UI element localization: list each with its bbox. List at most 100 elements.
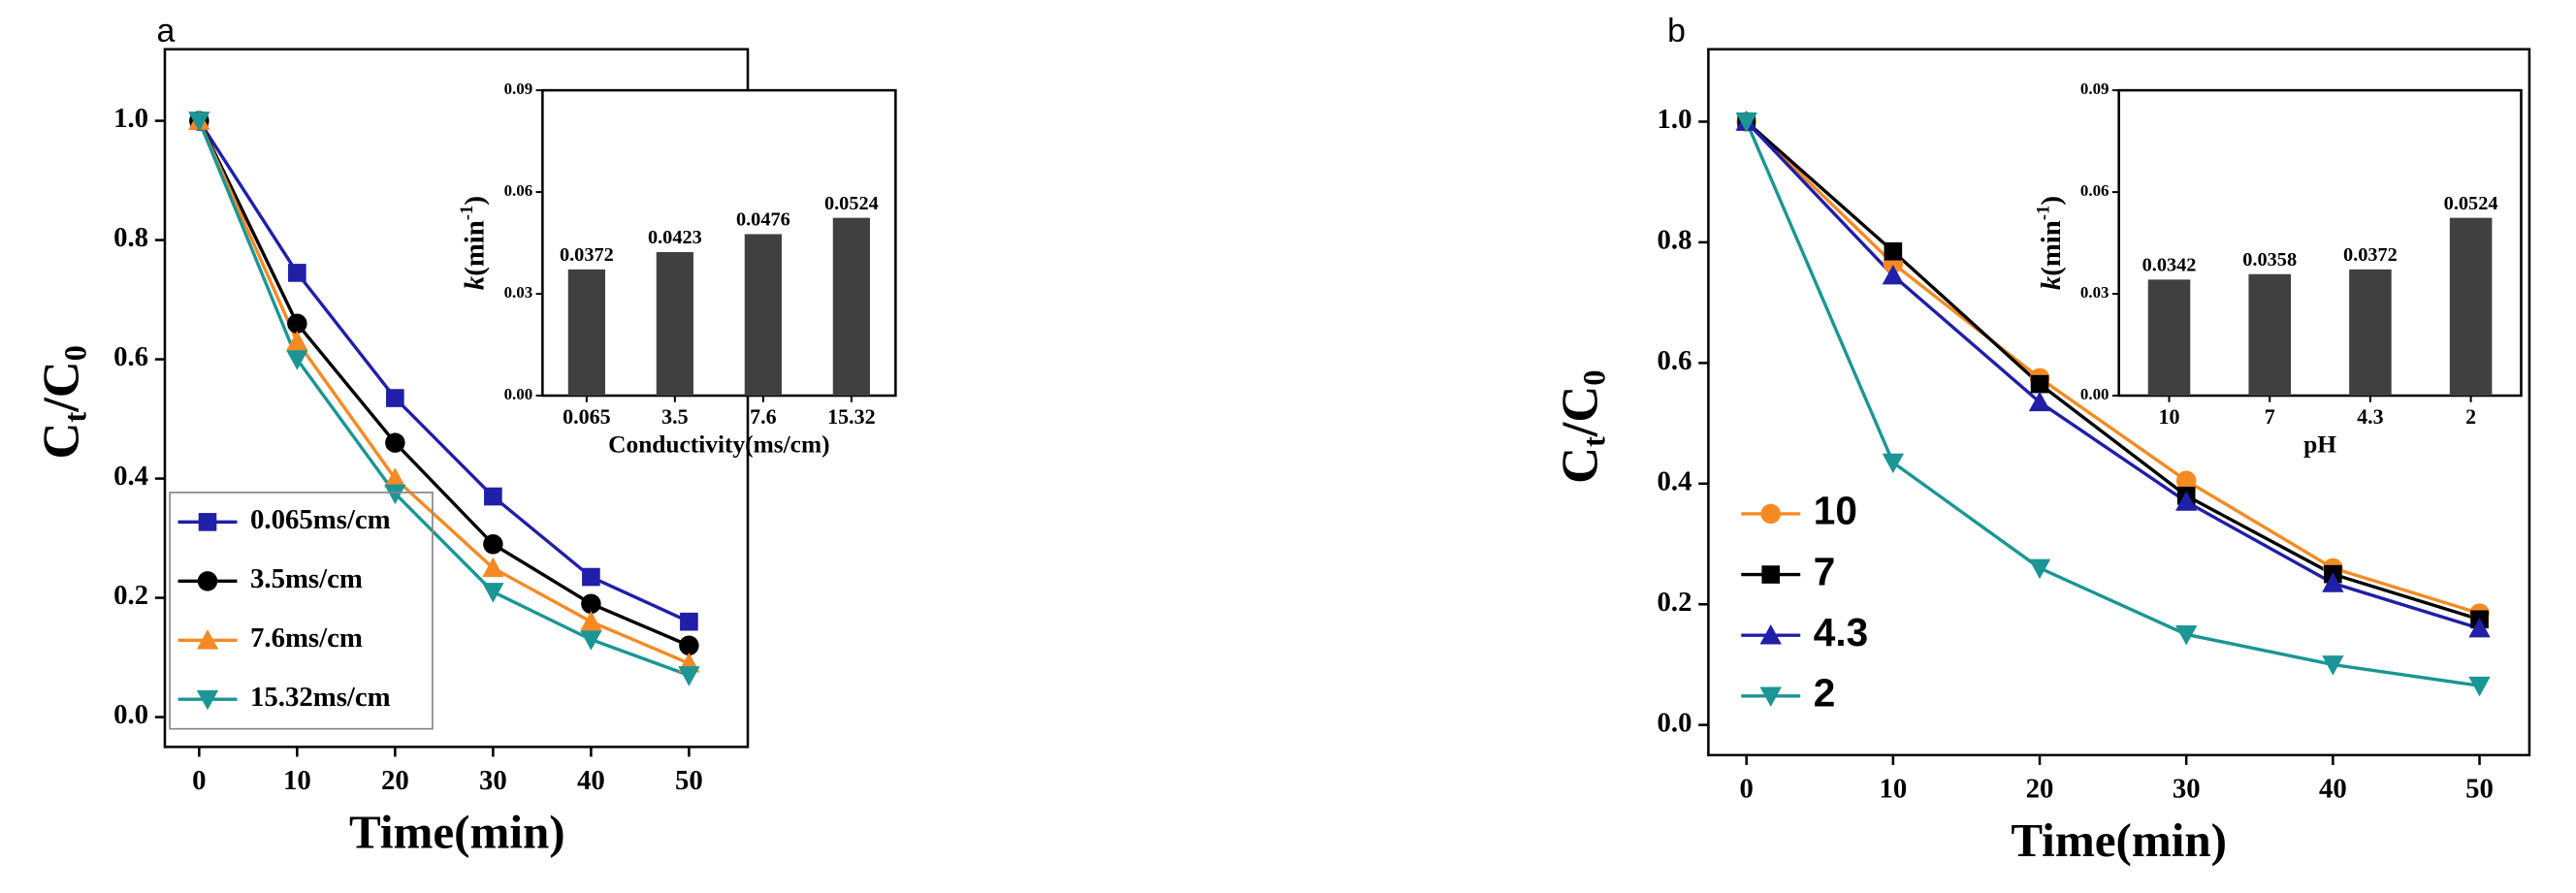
y-axis-label-part: ) xyxy=(2036,196,2067,206)
y-axis-label-part: C xyxy=(1552,447,1608,484)
x-tick-label: 10 xyxy=(1879,774,1907,805)
y-tick-label: 0.0 xyxy=(113,699,148,730)
x-tick-label: 40 xyxy=(2319,774,2347,805)
x-tick-label: 0 xyxy=(192,765,206,796)
x-tick-label: 10 xyxy=(283,765,311,796)
y-axis-label-part: ) xyxy=(459,196,490,206)
y-axis-label: k(min-1) xyxy=(2034,196,2067,290)
value-label: 0.0423 xyxy=(648,227,702,248)
legend-frame xyxy=(169,492,434,730)
plot-frame xyxy=(163,48,750,749)
marker xyxy=(286,330,308,351)
y-axis-label-part: /C xyxy=(33,361,89,412)
y-axis-label: Ct/C0 xyxy=(1552,369,1613,483)
x-axis-label: pH xyxy=(2303,431,2336,458)
x-tick-label: 30 xyxy=(2173,774,2201,805)
y-tick-label: 0.4 xyxy=(113,461,148,492)
legend-label: 2 xyxy=(1814,671,1836,716)
y-tick-label: 0.06 xyxy=(504,181,533,200)
y-axis-label: k(min-1) xyxy=(457,196,490,290)
x-tick-label: 2 xyxy=(2465,404,2476,429)
x-tick-label: 0 xyxy=(1740,774,1754,805)
x-tick-label: 7.6 xyxy=(750,404,777,429)
marker xyxy=(2468,676,2491,697)
series-line xyxy=(1745,120,2480,687)
y-axis-label-part: 0 xyxy=(59,345,94,361)
marker xyxy=(2322,655,2344,676)
y-tick-label: 1.0 xyxy=(113,103,148,134)
y-axis-label-part: -1 xyxy=(457,206,477,221)
bar xyxy=(567,269,605,397)
marker xyxy=(580,611,602,631)
marker xyxy=(198,513,217,531)
marker xyxy=(581,593,601,614)
x-axis-label: Conductivity(ms/cm) xyxy=(608,431,829,458)
marker xyxy=(582,567,600,587)
legend-label: 0.065ms/cm xyxy=(250,504,391,535)
y-tick-label: 0.2 xyxy=(1658,587,1692,618)
y-axis-label-part: (min xyxy=(2036,220,2067,276)
marker xyxy=(680,612,698,631)
y-tick-label: 0.8 xyxy=(113,222,148,253)
y-tick-label: 0.03 xyxy=(2080,283,2109,302)
series-line xyxy=(197,119,691,665)
x-tick-label: 20 xyxy=(381,765,409,796)
panel-label: b xyxy=(1667,13,1686,49)
marker xyxy=(188,112,210,132)
marker xyxy=(678,666,700,686)
y-tick-label: 1.0 xyxy=(1658,104,1692,135)
marker xyxy=(1760,503,1781,525)
marker xyxy=(384,484,406,505)
x-tick-label: 7 xyxy=(2265,404,2275,429)
y-tick-label: 0.6 xyxy=(113,341,148,372)
marker xyxy=(287,313,307,334)
panel-label: a xyxy=(157,13,176,49)
marker xyxy=(1735,112,1757,133)
legend-label: 3.5ms/cm xyxy=(250,563,363,594)
marker xyxy=(1759,624,1782,645)
marker xyxy=(2468,617,2491,638)
x-tick-label: 40 xyxy=(577,765,605,796)
marker xyxy=(386,389,404,407)
marker xyxy=(483,533,503,555)
marker xyxy=(384,467,406,488)
marker xyxy=(286,350,308,370)
marker xyxy=(2030,374,2049,394)
y-tick-label: 0.09 xyxy=(504,80,533,98)
y-axis-label-part: -1 xyxy=(2034,206,2054,221)
x-tick-label: 20 xyxy=(2026,774,2054,805)
marker xyxy=(1761,565,1781,584)
marker xyxy=(197,571,218,591)
bar xyxy=(2147,279,2191,397)
marker xyxy=(580,630,602,651)
x-tick-label: 50 xyxy=(675,765,703,796)
x-tick-label: 50 xyxy=(2465,774,2494,805)
marker xyxy=(196,629,219,650)
series-line xyxy=(197,119,691,623)
marker xyxy=(1882,453,1905,474)
y-axis-label-part: k xyxy=(2036,275,2067,290)
legend-label: 4.3 xyxy=(1814,610,1868,654)
bar xyxy=(2449,217,2493,397)
marker xyxy=(2322,572,2344,592)
value-label: 0.0524 xyxy=(2444,193,2498,214)
y-tick-label: 0.6 xyxy=(1658,345,1692,376)
y-tick-label: 0.4 xyxy=(1658,465,1692,496)
x-tick-label: 15.32 xyxy=(827,404,876,429)
marker xyxy=(1882,264,1905,285)
marker xyxy=(2028,391,2051,412)
y-tick-label: 0.00 xyxy=(2080,385,2109,403)
y-axis-label: Ct/C0 xyxy=(33,345,94,459)
value-label: 0.0476 xyxy=(736,209,790,231)
series-line xyxy=(1745,120,2481,616)
marker xyxy=(679,635,699,656)
series-line xyxy=(1745,120,2481,622)
y-axis-label-part: t xyxy=(1578,436,1613,447)
bar xyxy=(656,252,693,397)
legend-label: 10 xyxy=(1814,489,1857,533)
x-tick-label: 10 xyxy=(2159,404,2180,429)
legend-label: 15.32ms/cm xyxy=(250,682,391,713)
marker xyxy=(482,583,504,603)
y-axis-label-part: 0 xyxy=(1578,369,1613,385)
x-tick-label: 30 xyxy=(479,765,507,796)
